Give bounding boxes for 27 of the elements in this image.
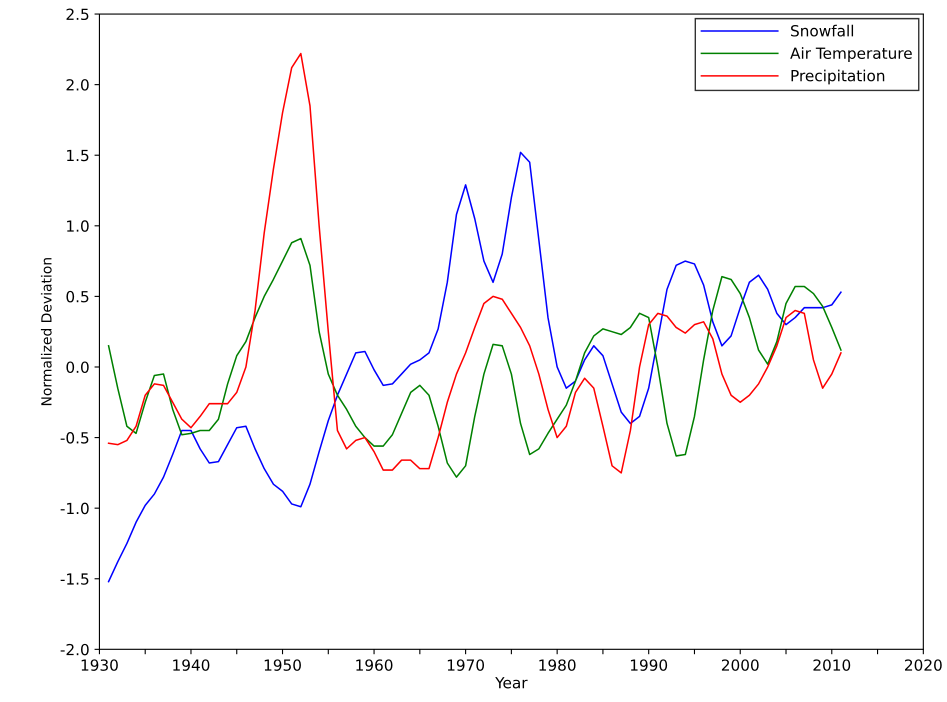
x-tick-label: 2000 xyxy=(722,659,759,671)
y-tick-label: -2.0 xyxy=(60,644,89,656)
y-axis-title: Normalized Deviation xyxy=(40,258,52,406)
y-tick-label: 1.0 xyxy=(67,220,89,232)
x-tick-label: 1960 xyxy=(356,659,392,671)
x-tick-label: 2010 xyxy=(813,659,850,671)
legend-label: Precipitation xyxy=(792,70,884,84)
y-tick-label: 1.5 xyxy=(67,150,88,162)
x-tick-label: 1970 xyxy=(448,659,484,671)
y-tick-label: 2.0 xyxy=(66,79,89,91)
legend-label: Snowfall xyxy=(791,24,854,37)
x-tick-label: 1990 xyxy=(630,659,668,671)
y-tick-label: -1.0 xyxy=(60,502,89,514)
y-tick-label: 0.0 xyxy=(66,361,89,374)
y-tick-label: -0.5 xyxy=(60,432,88,444)
x-tick-label: 1940 xyxy=(173,659,210,671)
line-series xyxy=(108,238,842,478)
line-series xyxy=(108,152,842,582)
y-tick-label: 0.5 xyxy=(66,290,88,302)
x-tick-label: 1980 xyxy=(539,659,576,671)
x-axis-title: Year xyxy=(495,677,528,688)
y-tick-label: 2.5 xyxy=(66,8,88,20)
y-tick-label: -1.5 xyxy=(60,573,88,585)
x-tick-label: 1950 xyxy=(264,659,301,671)
x-tick-label: 2020 xyxy=(905,659,942,671)
x-tick-label: 1930 xyxy=(82,659,118,671)
legend-label: Air Temperature xyxy=(790,47,912,62)
